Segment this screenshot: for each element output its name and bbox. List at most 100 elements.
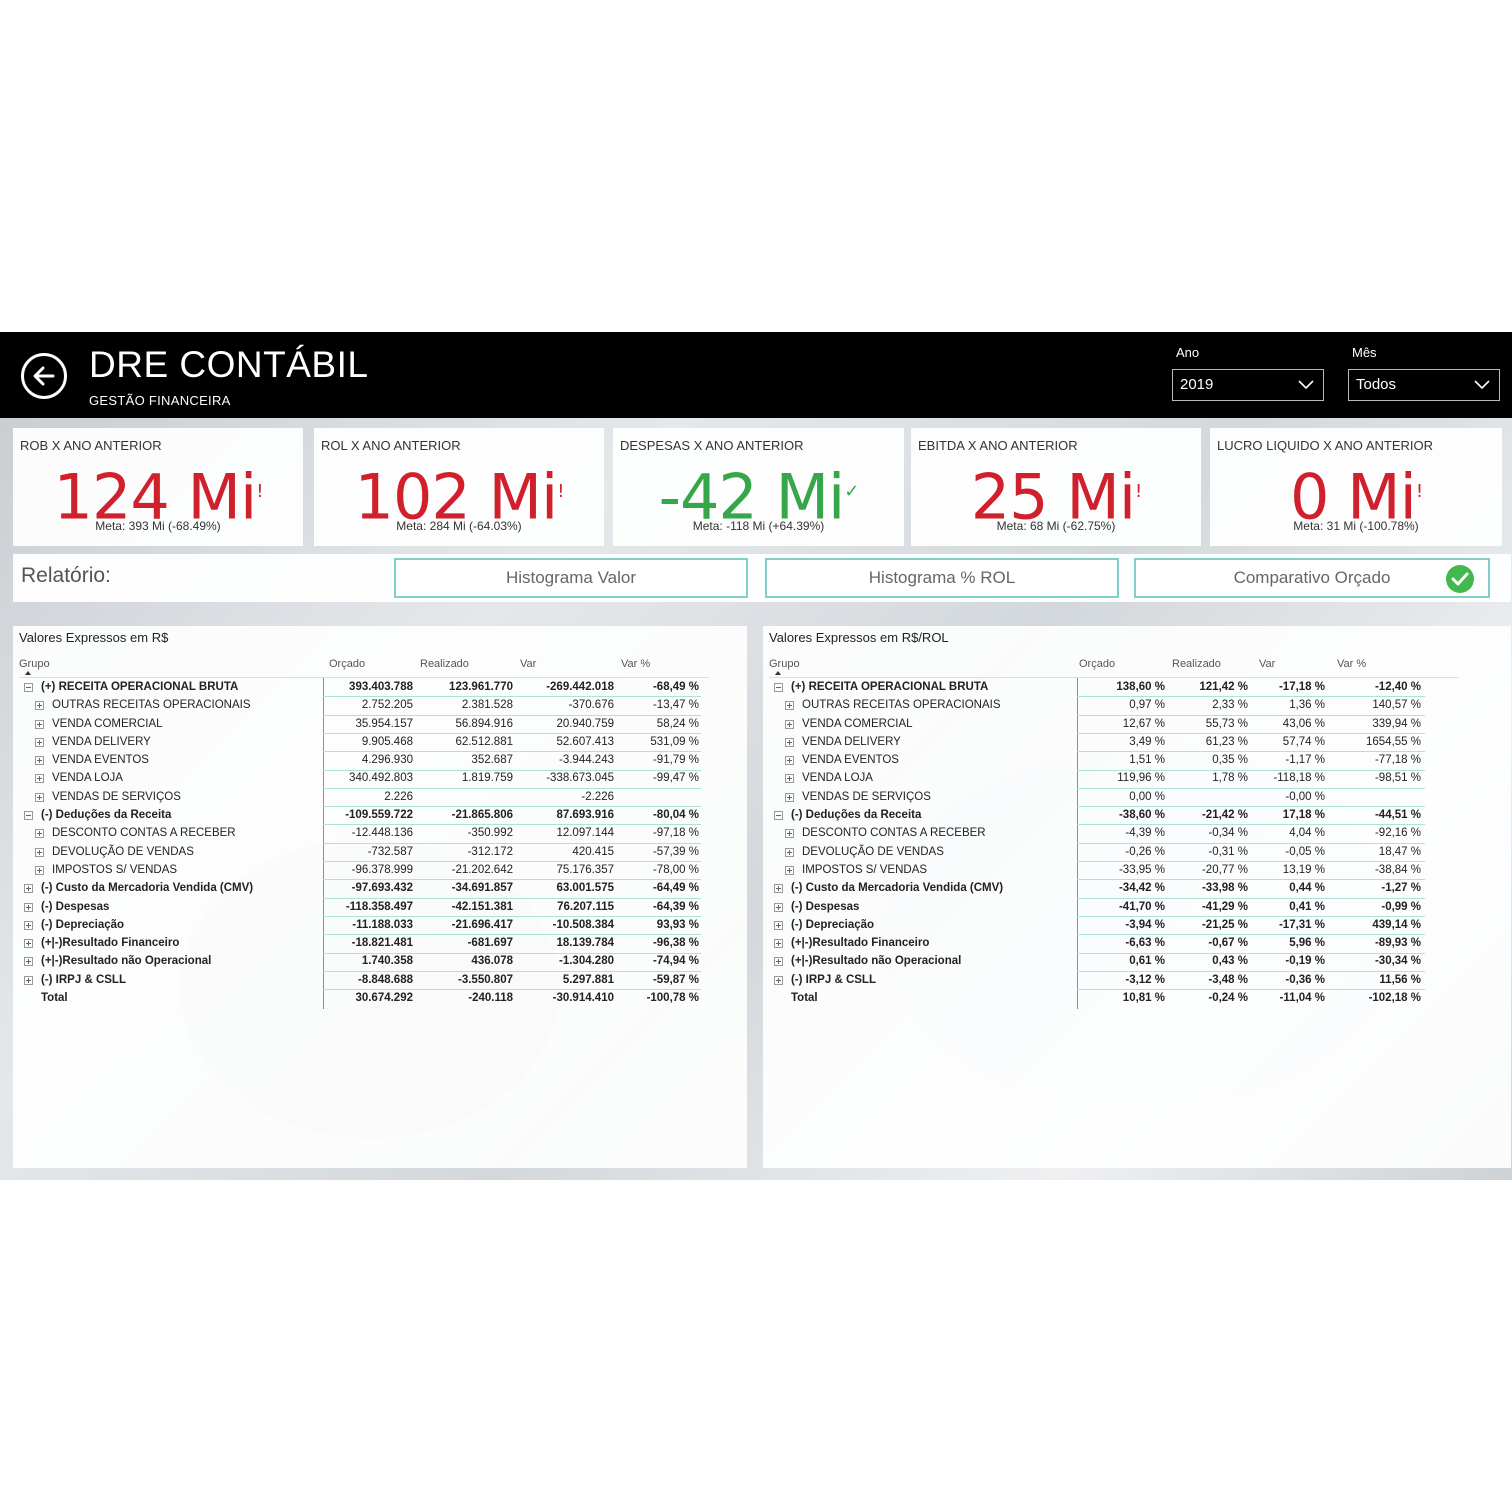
expand-icon[interactable] bbox=[785, 829, 794, 839]
cell-value: 0,00 % bbox=[1129, 790, 1165, 803]
kpi-card: DESPESAS X ANO ANTERIOR -42 Mi✓ Meta: -118… bbox=[613, 428, 904, 546]
cell-value: 93,93 % bbox=[656, 918, 699, 931]
collapse-icon[interactable] bbox=[24, 811, 33, 821]
column-header[interactable]: Var % bbox=[1337, 658, 1367, 670]
month-filter-value: Todos bbox=[1356, 376, 1397, 393]
expand-icon[interactable] bbox=[785, 847, 794, 857]
expand-icon[interactable] bbox=[35, 865, 44, 875]
cell-value: -38,84 % bbox=[1374, 863, 1421, 876]
cell-value: -6,63 % bbox=[1125, 937, 1165, 950]
expand-icon[interactable] bbox=[774, 920, 783, 930]
table-row: (-) IRPJ & CSLL -3,12 % -3,48 % -0,36 % 11,5… bbox=[769, 971, 1459, 989]
row-label: (+) RECEITA OPERACIONAL BRUTA bbox=[791, 681, 989, 693]
cell-value: 339,94 % bbox=[1372, 717, 1421, 730]
expand-icon[interactable] bbox=[24, 902, 33, 912]
row-divider bbox=[1077, 732, 1425, 734]
column-header[interactable]: Orçado bbox=[329, 658, 366, 670]
cell-value: -1,27 % bbox=[1381, 882, 1421, 895]
table-row: OUTRAS RECEITAS OPERACIONAIS 2.752.205 2.3… bbox=[19, 696, 709, 714]
expand-icon[interactable] bbox=[785, 774, 794, 784]
expand-icon[interactable] bbox=[785, 756, 794, 766]
cell-value: 2.381.528 bbox=[461, 699, 513, 712]
expand-icon[interactable] bbox=[35, 774, 44, 784]
expand-icon[interactable] bbox=[774, 884, 783, 894]
expand-icon[interactable] bbox=[24, 939, 33, 949]
cell-value: -33,98 % bbox=[1201, 882, 1248, 895]
cell-value: 0,97 % bbox=[1129, 699, 1165, 712]
kpi-meta: Meta: 68 Mi (-62.75%) bbox=[996, 519, 1116, 533]
expand-icon[interactable] bbox=[24, 920, 33, 930]
expand-icon[interactable] bbox=[785, 719, 794, 729]
cell-value: -89,93 % bbox=[1374, 937, 1421, 950]
expand-icon[interactable] bbox=[785, 737, 794, 747]
cell-value: -41,70 % bbox=[1118, 900, 1165, 913]
expand-icon[interactable] bbox=[35, 701, 44, 711]
cell-value: 0,44 % bbox=[1289, 882, 1325, 895]
row-divider bbox=[323, 769, 701, 771]
collapse-icon[interactable] bbox=[24, 683, 33, 692]
cell-value: -102,18 % bbox=[1368, 992, 1421, 1005]
expand-icon[interactable] bbox=[35, 792, 44, 802]
column-header[interactable]: Var bbox=[1259, 658, 1276, 670]
row-label: VENDA EVENTOS bbox=[52, 754, 149, 767]
row-label: OUTRAS RECEITAS OPERACIONAIS bbox=[802, 699, 1001, 712]
cell-value: 393.403.788 bbox=[349, 681, 413, 693]
histograma-rol-button[interactable]: Histograma % ROL bbox=[765, 558, 1119, 598]
expand-icon[interactable] bbox=[774, 975, 783, 985]
month-filter-dropdown[interactable]: Todos bbox=[1348, 369, 1500, 401]
back-arrow-icon[interactable] bbox=[21, 353, 67, 399]
expand-icon[interactable] bbox=[785, 865, 794, 875]
row-label: VENDA LOJA bbox=[52, 772, 123, 785]
column-header[interactable]: Var % bbox=[621, 658, 651, 670]
row-label: VENDAS DE SERVIÇOS bbox=[52, 790, 181, 803]
cell-value: 35.954.157 bbox=[355, 717, 413, 730]
collapse-icon[interactable] bbox=[774, 811, 783, 821]
cell-value: 61,23 % bbox=[1205, 735, 1248, 748]
expand-icon[interactable] bbox=[774, 939, 783, 949]
expand-icon[interactable] bbox=[774, 957, 783, 967]
column-header[interactable]: Var bbox=[520, 658, 537, 670]
cell-value: 436.078 bbox=[471, 955, 513, 968]
cell-value: 62.512.881 bbox=[455, 735, 513, 748]
expand-icon[interactable] bbox=[774, 902, 783, 912]
cell-value: -0,26 % bbox=[1125, 845, 1165, 858]
cell-value: 0,35 % bbox=[1212, 754, 1248, 767]
table-row: (-) Depreciação -11.188.033 -21.696.417 -10… bbox=[19, 916, 709, 934]
alert-icon: ! bbox=[256, 481, 263, 502]
row-divider bbox=[323, 806, 701, 808]
cell-value: 2,33 % bbox=[1212, 699, 1248, 712]
kpi-title: DESPESAS X ANO ANTERIOR bbox=[620, 438, 804, 453]
column-header[interactable]: Grupo bbox=[769, 658, 800, 670]
kpi-value: -42 Mi✓ bbox=[658, 460, 860, 534]
column-header[interactable]: Realizado bbox=[1172, 658, 1221, 670]
row-label: (+|-)Resultado não Operacional bbox=[791, 955, 962, 968]
expand-icon[interactable] bbox=[24, 884, 33, 894]
collapse-icon[interactable] bbox=[774, 683, 783, 692]
kpi-meta: Meta: 284 Mi (-64.03%) bbox=[396, 519, 522, 533]
table-row: (-) Depreciação -3,94 % -21,25 % -17,31 % 43… bbox=[769, 916, 1459, 934]
row-label: DEVOLUÇÃO DE VENDAS bbox=[802, 845, 944, 858]
expand-icon[interactable] bbox=[35, 847, 44, 857]
year-filter-dropdown[interactable]: 2019 bbox=[1172, 369, 1324, 401]
comparativo-orcado-button[interactable]: Comparativo Orçado bbox=[1134, 558, 1490, 598]
table-row: VENDA DELIVERY 9.905.468 62.512.881 52.607.… bbox=[19, 733, 709, 751]
column-header[interactable]: Orçado bbox=[1079, 658, 1116, 670]
cell-value: 57,74 % bbox=[1282, 735, 1325, 748]
cell-value: -312.172 bbox=[467, 845, 513, 858]
column-header[interactable]: Grupo bbox=[19, 658, 50, 670]
expand-icon[interactable] bbox=[24, 975, 33, 985]
row-divider bbox=[323, 879, 701, 881]
year-filter-label: Ano bbox=[1176, 345, 1200, 360]
expand-icon[interactable] bbox=[785, 701, 794, 711]
expand-icon[interactable] bbox=[24, 957, 33, 967]
chevron-down-icon bbox=[1474, 380, 1490, 390]
expand-icon[interactable] bbox=[785, 792, 794, 802]
expand-icon[interactable] bbox=[35, 719, 44, 729]
histograma-valor-button[interactable]: Histograma Valor bbox=[394, 558, 748, 598]
expand-icon[interactable] bbox=[35, 737, 44, 747]
expand-icon[interactable] bbox=[35, 829, 44, 839]
column-header[interactable]: Realizado bbox=[420, 658, 469, 670]
table-row: (-) Deduções da Receita -109.559.722 -21.8… bbox=[19, 806, 709, 824]
cell-value: 352.687 bbox=[471, 754, 513, 767]
expand-icon[interactable] bbox=[35, 756, 44, 766]
